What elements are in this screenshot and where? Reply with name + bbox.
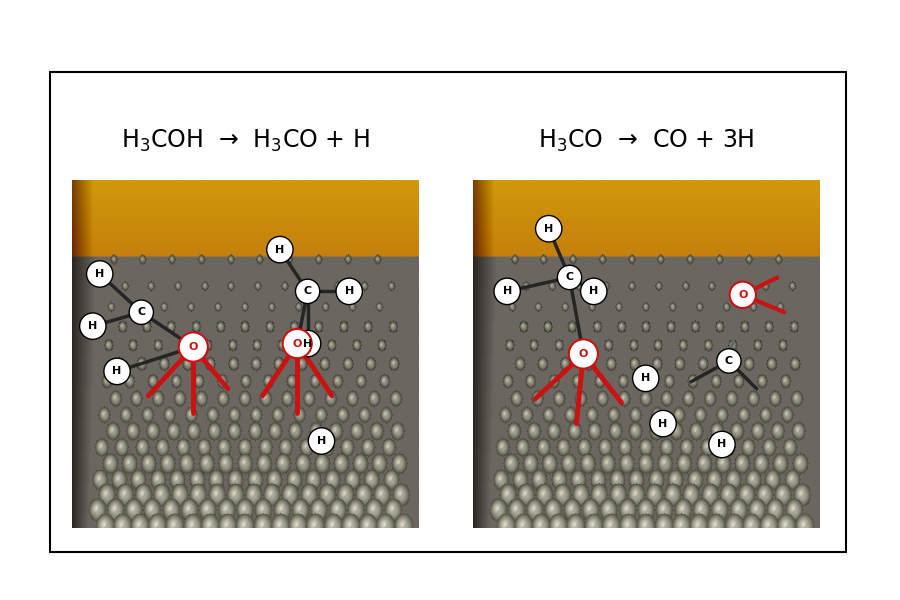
Text: H: H xyxy=(275,245,284,254)
Circle shape xyxy=(294,331,320,357)
Circle shape xyxy=(86,261,112,287)
Text: H$_3$CO  →  CO + 3H: H$_3$CO → CO + 3H xyxy=(538,128,753,154)
Text: H: H xyxy=(95,269,104,279)
Text: H: H xyxy=(345,286,354,296)
Circle shape xyxy=(179,332,208,362)
Circle shape xyxy=(494,278,520,305)
Circle shape xyxy=(650,410,676,437)
Text: H: H xyxy=(659,419,668,428)
Text: H: H xyxy=(317,436,326,446)
Text: H: H xyxy=(88,321,97,331)
Circle shape xyxy=(580,278,607,305)
Circle shape xyxy=(709,431,735,458)
Circle shape xyxy=(266,236,293,263)
Text: H: H xyxy=(590,286,598,296)
Text: H: H xyxy=(717,439,726,449)
Text: H: H xyxy=(544,224,554,234)
Circle shape xyxy=(536,215,562,242)
Circle shape xyxy=(716,349,741,373)
Text: C: C xyxy=(565,272,573,283)
Circle shape xyxy=(633,365,659,392)
Text: O: O xyxy=(579,349,588,359)
Text: H: H xyxy=(502,286,512,296)
Text: O: O xyxy=(738,290,748,300)
Text: O: O xyxy=(292,338,302,349)
Text: C: C xyxy=(303,286,311,296)
Text: C: C xyxy=(724,356,733,366)
Circle shape xyxy=(130,300,153,325)
Text: H: H xyxy=(303,338,312,349)
Text: O: O xyxy=(189,342,198,352)
Text: H: H xyxy=(112,367,122,376)
Circle shape xyxy=(309,428,335,454)
Circle shape xyxy=(283,329,311,358)
Text: H$_3$COH  →  H$_3$CO + H: H$_3$COH → H$_3$CO + H xyxy=(121,128,370,154)
Text: C: C xyxy=(137,307,146,317)
Circle shape xyxy=(79,313,106,340)
Text: H: H xyxy=(641,373,651,383)
Circle shape xyxy=(295,279,319,304)
Circle shape xyxy=(336,278,363,305)
Circle shape xyxy=(557,265,581,290)
Circle shape xyxy=(104,358,130,385)
Circle shape xyxy=(730,281,756,308)
Circle shape xyxy=(569,340,598,368)
